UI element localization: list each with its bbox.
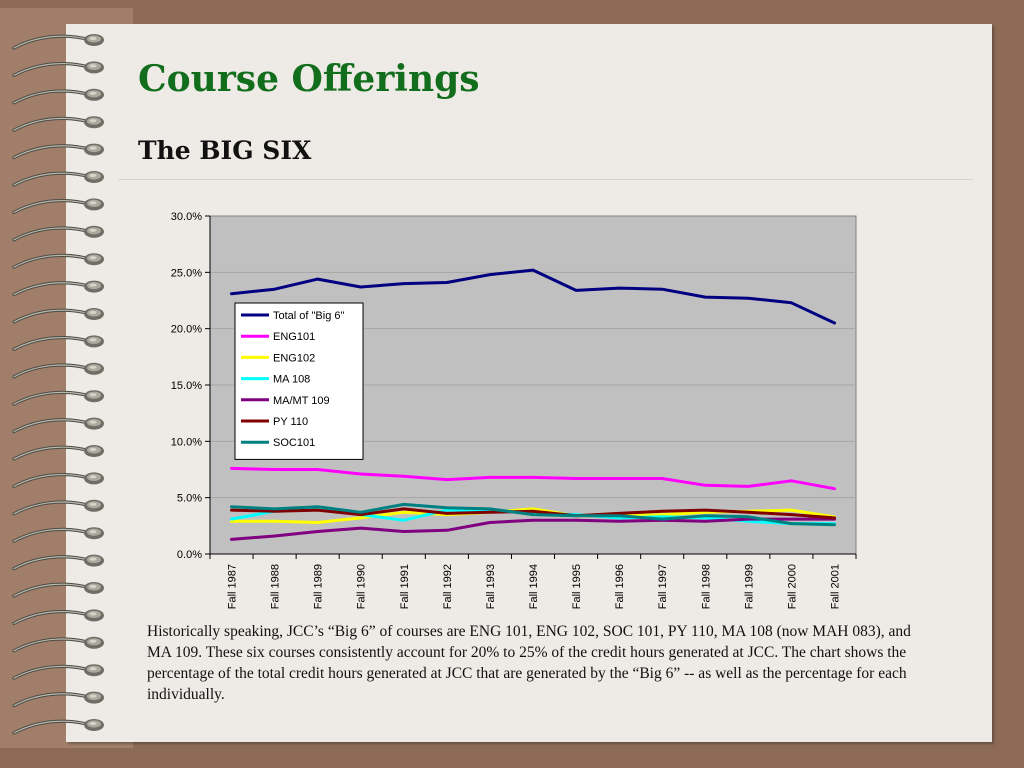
y-tick-label: 25.0% [171,267,202,279]
spiral-ring-icon [12,636,104,653]
x-tick-label: Fall 1990 [356,564,368,609]
legend-label: ENG101 [273,331,315,343]
spiral-ring-icon [12,719,104,735]
legend-label: MA 108 [273,374,310,386]
spiral-ring-icon [12,225,104,242]
spiral-ring-icon [12,445,104,461]
y-tick-label: 30.0% [171,211,202,223]
legend-label: ENG102 [273,352,315,364]
x-tick-label: Fall 1994 [528,564,540,609]
title-divider [118,179,973,180]
y-tick-label: 10.0% [171,436,202,448]
series-line-eng101 [230,466,836,491]
x-tick-label: Fall 1996 [614,564,626,609]
legend-label: SOC101 [273,437,315,449]
spiral-ring-icon [12,143,104,160]
spiral-ring-icon [12,34,104,50]
y-tick-label: 20.0% [171,324,202,336]
series-line-total-of-big-6 [230,268,836,325]
x-tick-label: Fall 1997 [657,564,669,609]
spiral-ring-icon [12,61,104,77]
x-tick-label: Fall 1998 [700,564,712,609]
spiral-ring-icon [12,335,104,351]
spiral-ring-icon [12,582,104,598]
spiral-ring-icon [12,499,104,516]
legend-label: Total of "Big 6" [273,310,344,322]
spiral-ring-icon [12,88,104,105]
x-tick-label: Fall 1988 [270,564,282,609]
slide-description: Historically speaking, JCC’s “Big 6” of … [147,623,911,703]
x-tick-label: Fall 1999 [743,564,755,609]
spiral-ring-icon [12,664,104,680]
x-tick-label: Fall 1987 [227,564,239,609]
spiral-ring-icon [12,362,104,379]
spiral-ring-icon [12,198,104,214]
spiral-ring-icon [12,280,104,297]
legend-label: PY 110 [273,416,308,428]
legend-label: MA/MT 109 [273,395,330,407]
x-tick-label: Fall 1995 [571,564,583,609]
y-tick-label: 15.0% [171,380,202,392]
slide-title: Course Offerings [138,58,480,100]
slide-subtitle: The BIG SIX [138,136,312,165]
y-tick-label: 5.0% [177,493,202,505]
spiral-ring-icon [12,472,104,488]
spiral-ring-icon [12,554,104,571]
spiral-ring-icon [12,116,104,132]
spiral-ring-icon [12,308,104,324]
line-chart: 0.0% 5.0% 10.0% 15.0% 20.0% 25.0% 30.0% Fall 1… [171,211,857,609]
spiral-ring-icon [12,417,104,434]
spiral-ring-icon [12,691,104,708]
x-tick-label: Fall 2000 [786,564,798,609]
x-tick-label: Fall 1991 [399,564,411,609]
spiral-binding [12,34,104,735]
spiral-ring-icon [12,527,104,543]
series-line-soc101 [230,502,836,527]
spiral-ring-icon [12,171,104,187]
series-line-ma-mt-109 [230,517,836,541]
chart-legend [234,302,364,460]
x-tick-label: Fall 1989 [313,564,325,609]
x-tick-label: Fall 1992 [442,564,454,609]
y-tick-label: 0.0% [177,549,202,561]
series-line-py-110 [230,507,836,520]
spiral-ring-icon [12,609,104,625]
x-tick-label: Fall 1993 [485,564,497,609]
spiral-ring-icon [12,390,104,406]
x-tick-label: Fall 2001 [829,564,841,609]
spiral-ring-icon [12,253,104,269]
